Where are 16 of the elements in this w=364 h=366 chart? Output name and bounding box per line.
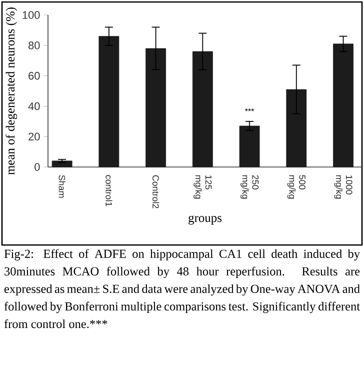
y-tick-label: 60 xyxy=(28,72,40,80)
x-tick-label: Control2 xyxy=(152,175,160,208)
x-tick-label: 125 mg/kg xyxy=(194,175,212,199)
y-tick-label: 80 xyxy=(28,42,40,50)
y-axis-title: mean of degenerated neurons (%) xyxy=(6,8,18,175)
y-tick-label: 20 xyxy=(28,132,40,140)
x-tick-label: 1000 mg/kg xyxy=(334,175,352,199)
x-tick-label: Sham xyxy=(58,175,66,198)
x-tick-label: 250 mg/kg xyxy=(240,175,259,199)
x-tick-label: 500 mg/kg xyxy=(287,175,306,199)
text: Fig-2: Effect of ADFE on hippocampal CA1 cell death induced by 30minutes MCAO followed by 48 hour reperfusion. Results are expressed as mean± S.E and data were analyzed by One-way ANOVA and followed by Bonferroni multiple comparisons test. Significantly different from control one.*** xyxy=(4,249,360,328)
x-axis-title: groups xyxy=(188,216,222,225)
y-tick-label: 100 xyxy=(22,11,40,19)
y-tick-label: 40 xyxy=(28,102,40,110)
y-tick-label: 0 xyxy=(34,163,40,171)
x-tick-label: control1 xyxy=(106,175,112,206)
